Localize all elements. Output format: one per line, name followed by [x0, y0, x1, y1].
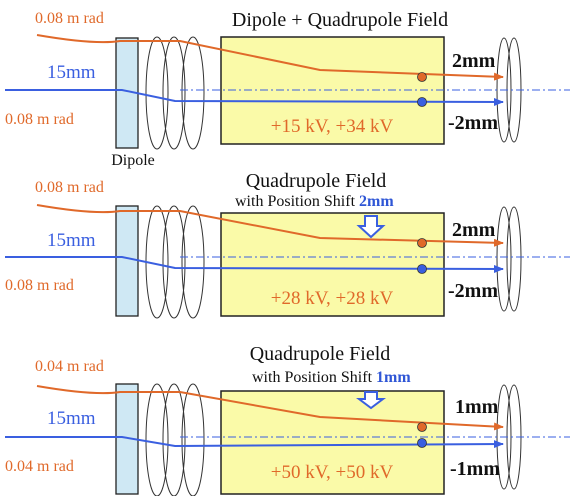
- panel-quadrupole-shift-1mm: Quadrupole Field with Position Shift 1mm…: [5, 343, 570, 496]
- position-shift-arrow-icon: [356, 215, 386, 239]
- voltage-label: +28 kV, +28 kV: [271, 288, 394, 309]
- position-shift-value: 2mm: [359, 193, 394, 210]
- panel-subtitle: with Position Shift 2mm: [235, 193, 394, 210]
- offset-label: 15mm: [47, 230, 96, 251]
- voltage-label: +50 kV, +50 kV: [271, 462, 394, 483]
- quadrupole-box: [220, 212, 445, 317]
- position-shift-value: 1mm: [376, 369, 411, 386]
- lower-displacement-label: -2mm: [448, 112, 498, 134]
- upper-displacement-label: 2mm: [452, 50, 496, 72]
- panel-dipole-quadrupole: Dipole + Quadrupole Field 0.08 m rad 15m…: [5, 9, 570, 169]
- input-lens-group: [145, 383, 205, 496]
- upper-displacement-label: 2mm: [452, 219, 496, 241]
- orange-beam-marker: [417, 238, 427, 248]
- offset-label: 15mm: [47, 62, 96, 83]
- blue-beam: [5, 436, 504, 449]
- dipole-label: Dipole: [111, 152, 155, 169]
- blue-beam-marker: [417, 438, 427, 448]
- voltage-label: +15 kV, +34 kV: [271, 116, 394, 137]
- panel-subtitle: with Position Shift 1mm: [252, 369, 411, 386]
- lower-angle-label: 0.08 m rad: [5, 111, 74, 128]
- quadrupole-box: [220, 390, 445, 495]
- position-shift-arrow-icon: [356, 391, 386, 410]
- input-lens-group: [145, 36, 205, 150]
- panel-quadrupole-shift-2mm: Quadrupole Field with Position Shift 2mm…: [5, 170, 570, 319]
- upper-angle-label: 0.04 m rad: [35, 358, 104, 375]
- panel-title: Dipole + Quadrupole Field: [232, 9, 448, 31]
- dipole-plate: [115, 205, 139, 317]
- panel-title: Quadrupole Field: [250, 343, 391, 365]
- upper-angle-label: 0.08 m rad: [35, 179, 104, 196]
- lower-displacement-label: -2mm: [448, 280, 498, 302]
- blue-beam-marker: [417, 264, 427, 274]
- blue-beam: [5, 256, 504, 273]
- lower-displacement-label: -1mm: [450, 458, 500, 480]
- output-lens-group: [496, 206, 522, 312]
- input-lens-group: [145, 205, 205, 319]
- orange-beam-marker: [417, 422, 427, 432]
- offset-label: 15mm: [47, 408, 96, 429]
- upper-displacement-label: 1mm: [455, 396, 499, 418]
- blue-beam: [5, 89, 504, 106]
- upper-angle-label: 0.08 m rad: [35, 10, 104, 27]
- orange-beam: [36, 385, 504, 431]
- lower-angle-label: 0.04 m rad: [5, 458, 74, 475]
- orange-beam: [36, 204, 504, 247]
- panel-title: Quadrupole Field: [246, 170, 387, 192]
- orange-beam-marker: [417, 72, 427, 82]
- blue-beam-marker: [417, 97, 427, 107]
- orange-beam: [36, 34, 504, 81]
- lower-angle-label: 0.08 m rad: [5, 277, 74, 294]
